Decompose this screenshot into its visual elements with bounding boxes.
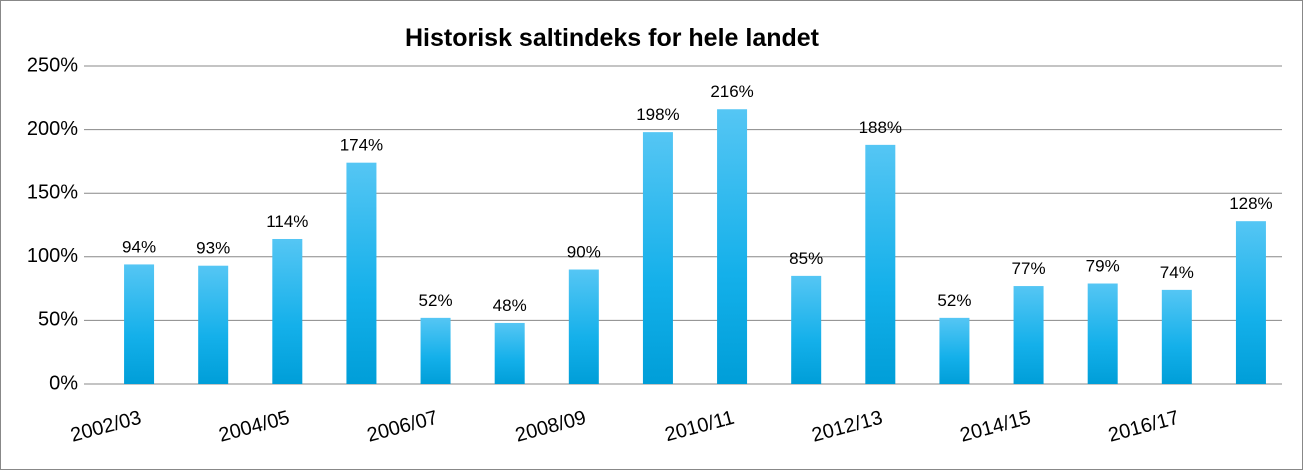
- bar: [939, 317, 970, 384]
- value-label: 90%: [567, 243, 601, 262]
- chart-title: Historisk saltindeks for hele landet: [405, 24, 820, 52]
- bar: [1087, 283, 1118, 384]
- y-tick-label: 250%: [27, 54, 78, 76]
- y-tick-label: 50%: [38, 309, 78, 331]
- value-label: 85%: [789, 249, 823, 268]
- value-label: 216%: [710, 82, 753, 101]
- bar: [124, 264, 155, 384]
- bar: [791, 275, 822, 384]
- y-tick-label: 0%: [49, 372, 78, 394]
- bar: [1161, 289, 1192, 384]
- bar: [1235, 221, 1266, 384]
- value-label: 48%: [493, 296, 527, 315]
- bar: [717, 109, 748, 385]
- bar: [1013, 286, 1044, 384]
- value-label: 77%: [1012, 259, 1046, 278]
- value-label: 174%: [340, 136, 383, 155]
- value-label: 52%: [419, 291, 453, 310]
- value-label: 74%: [1160, 263, 1194, 282]
- bar: [865, 144, 896, 384]
- y-tick-label: 150%: [27, 181, 78, 203]
- value-label: 52%: [937, 291, 971, 310]
- bar: [346, 162, 377, 384]
- bar: [272, 238, 303, 384]
- value-label: 94%: [122, 237, 156, 256]
- bar: [568, 269, 599, 384]
- value-label: 188%: [859, 118, 902, 137]
- y-tick-label: 200%: [27, 118, 78, 140]
- value-label: 93%: [196, 239, 230, 258]
- y-tick-label: 100%: [27, 245, 78, 267]
- value-label: 79%: [1086, 257, 1120, 276]
- bar: [494, 322, 525, 384]
- bar: [642, 132, 673, 384]
- bar: [420, 317, 451, 384]
- value-label: 114%: [266, 212, 308, 231]
- value-label: 128%: [1229, 194, 1272, 213]
- bar: [198, 265, 229, 384]
- value-label: 198%: [636, 105, 679, 124]
